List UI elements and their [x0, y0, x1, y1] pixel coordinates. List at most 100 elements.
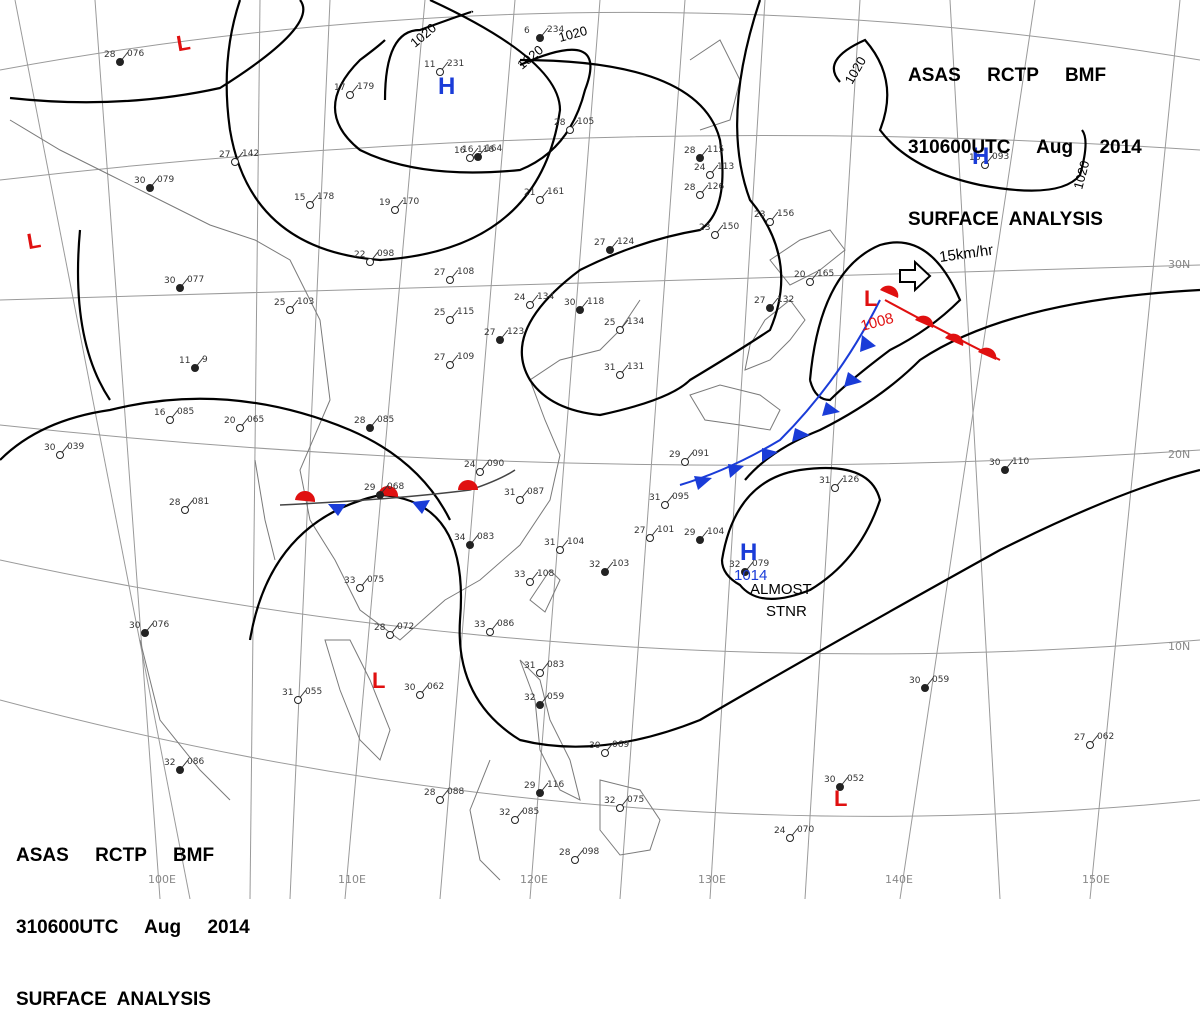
station-plot: 27 132 [754, 295, 794, 312]
station-plot: 28 081 [169, 497, 209, 514]
lat-label-10n: 10N [1168, 640, 1190, 653]
warm-front [880, 285, 1001, 361]
lon-label-130e: 130E [698, 873, 726, 886]
station-temperature: 17 [334, 83, 345, 93]
station-temperature: 30 [134, 176, 146, 186]
station-plot: 30 062 [404, 682, 444, 699]
station-temperature: 31 [649, 493, 660, 503]
station-pressure: 103 [612, 559, 629, 569]
station-temperature: 27 [634, 526, 645, 536]
header-station-line: ASAS RCTP BMF [908, 65, 1107, 86]
station-pressure: 164 [485, 144, 502, 154]
station-temperature: 31 [282, 688, 293, 698]
station-plot: 6 234 [524, 25, 564, 42]
station-temperature: 30 [44, 443, 56, 453]
station-temperature: 30 [129, 621, 141, 631]
station-marker [306, 201, 314, 209]
station-temperature: 29 [524, 781, 536, 791]
station-temperature: 30 [909, 676, 921, 686]
station-pressure: 104 [707, 527, 724, 537]
station-plot: 15 178 [294, 192, 334, 209]
station-plot: 11 9 [179, 355, 208, 372]
high-pressure-center: H [438, 73, 455, 100]
stationary-front [279, 469, 516, 516]
station-pressure: 108 [537, 569, 554, 579]
station-marker [176, 766, 184, 774]
station-marker [806, 278, 814, 286]
station-marker [294, 696, 302, 704]
station-pressure: 134 [627, 317, 644, 327]
station-plot: 16 164 [462, 144, 502, 161]
station-plot: 19 170 [379, 197, 419, 214]
station-temperature: 24 [514, 293, 526, 303]
station-marker [536, 701, 544, 709]
lon-label-100e: 100E [148, 873, 176, 886]
station-pressure: 110 [1012, 457, 1029, 467]
station-plot: 30 059 [909, 675, 949, 692]
station-marker [436, 796, 444, 804]
station-plot: 31 083 [524, 660, 564, 677]
station-marker [616, 326, 624, 334]
station-temperature: 24 [464, 460, 476, 470]
station-marker [536, 34, 544, 42]
low-pressure-center: L [864, 286, 877, 311]
station-marker [646, 534, 654, 542]
station-temperature: 11 [424, 60, 435, 70]
station-marker [56, 451, 64, 459]
station-plot: 27 142 [219, 149, 259, 166]
high-pressure-center: H [972, 143, 989, 170]
station-plot: 16 093 [969, 152, 1009, 169]
station-temperature: 27 [594, 238, 605, 248]
station-pressure: 105 [577, 117, 594, 127]
station-marker [176, 284, 184, 292]
station-marker [566, 126, 574, 134]
station-marker [466, 154, 474, 162]
station-marker [601, 568, 609, 576]
low-pressure-center: L [175, 29, 193, 56]
station-temperature: 33 [514, 570, 525, 580]
station-pressure: 109 [457, 352, 474, 362]
station-marker [576, 306, 584, 314]
station-plot: 21 161 [524, 187, 564, 204]
station-pressure: 156 [777, 209, 794, 219]
station-plot: 32 086 [164, 757, 204, 774]
station-plot: 31 131 [604, 362, 644, 379]
station-temperature: 11 [179, 356, 190, 366]
station-temperature: 28 [104, 50, 116, 60]
lat-label-30n: 30N [1168, 258, 1190, 271]
station-marker [191, 364, 199, 372]
station-temperature: 25 [274, 298, 285, 308]
station-marker [601, 749, 609, 757]
station-pressure: 086 [497, 619, 514, 629]
station-temperature: 16 [154, 408, 166, 418]
station-pressure: 076 [127, 49, 144, 59]
station-marker [616, 804, 624, 812]
lon-label-140e: 140E [885, 873, 913, 886]
station-marker [236, 424, 244, 432]
station-plot: 28 098 [559, 847, 599, 864]
station-marker [181, 506, 189, 514]
station-marker [476, 468, 484, 476]
station-pressure: 070 [797, 825, 814, 835]
station-temperature: 29 [669, 450, 681, 460]
station-plot: 31 055 [282, 687, 322, 704]
station-plot: 16 085 [154, 407, 194, 424]
station-plot: 33 075 [344, 575, 384, 592]
station-plot: 32 075 [604, 795, 644, 812]
station-marker [786, 834, 794, 842]
station-pressure: 234 [547, 25, 564, 35]
isobar-southern [248, 468, 1200, 748]
station-pressure: 075 [627, 795, 644, 805]
footer-title-line: SURFACE ANALYSIS [16, 989, 211, 1010]
station-plot: 17 179 [334, 82, 374, 99]
station-marker [511, 816, 519, 824]
station-marker [516, 496, 524, 504]
header-title-line: SURFACE ANALYSIS [908, 209, 1103, 230]
lat-label-20n: 20N [1168, 448, 1190, 461]
station-plot: 25 115 [434, 307, 474, 324]
station-plot: 28 105 [554, 117, 594, 134]
station-plot: 32 085 [499, 807, 539, 824]
cold-front [679, 299, 881, 490]
station-plot: 30 069 [589, 740, 629, 757]
station-temperature: 16 [454, 146, 466, 156]
